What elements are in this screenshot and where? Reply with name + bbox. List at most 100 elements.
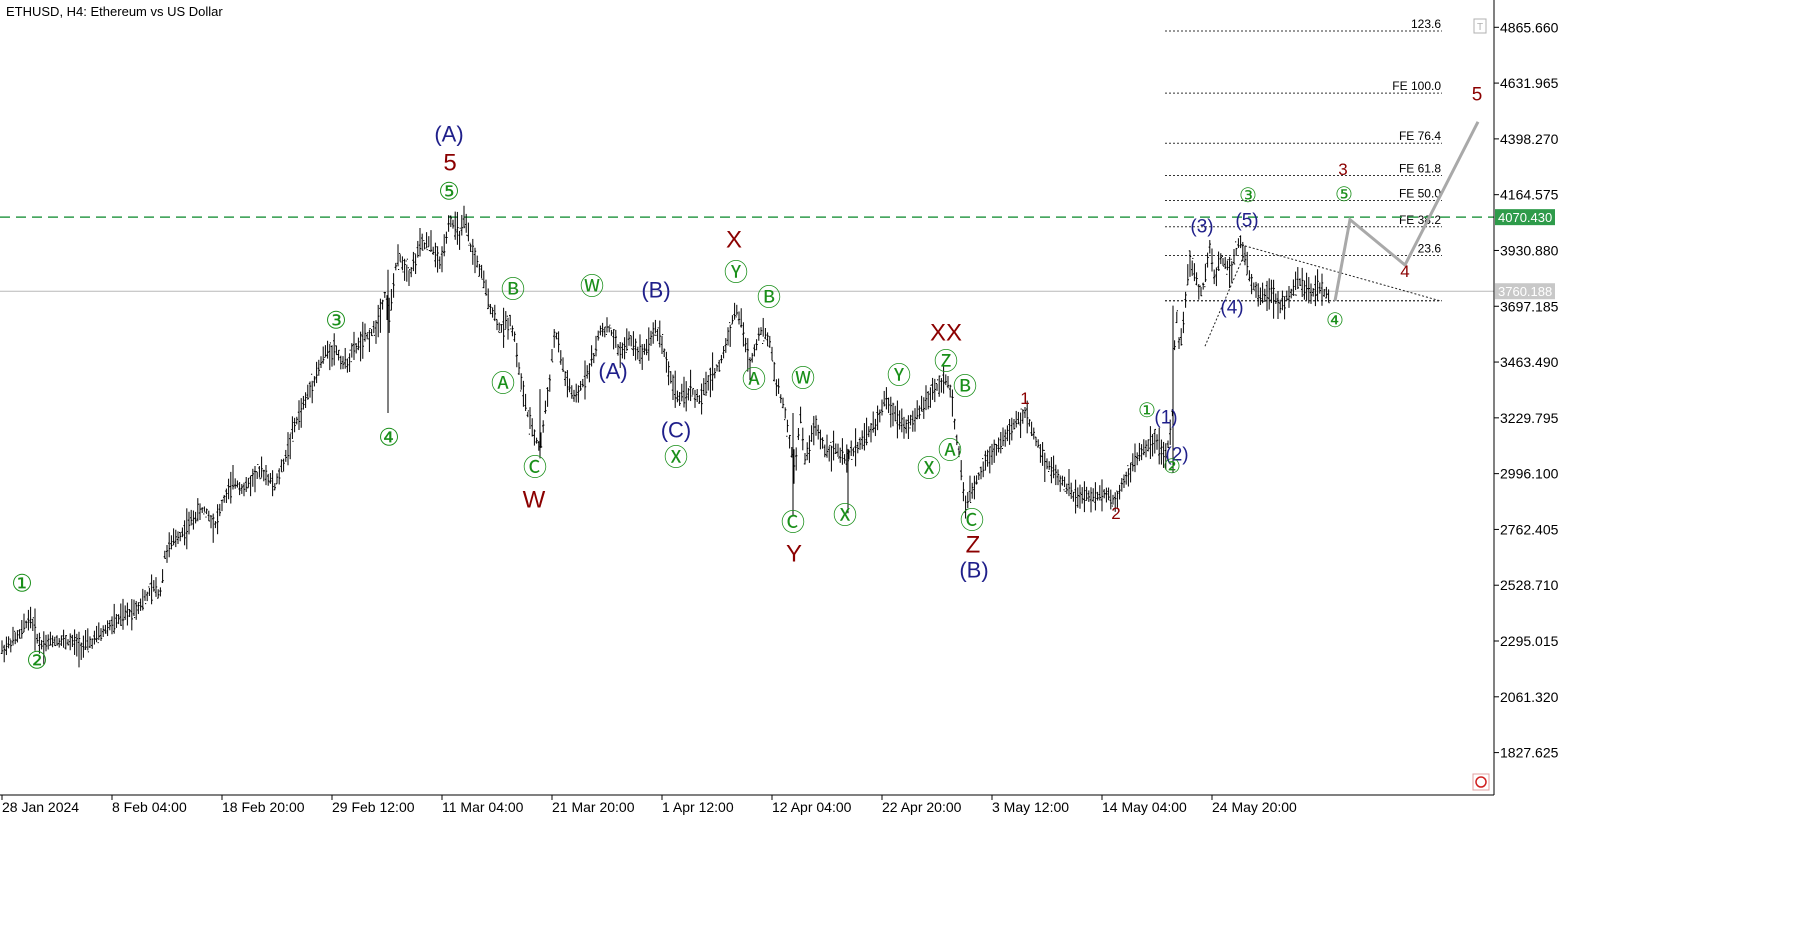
price-bar [880, 399, 884, 416]
price-bar [636, 346, 639, 360]
price-bar [665, 351, 668, 373]
x-tick-label: 21 Mar 20:00 [552, 799, 635, 815]
price-bar [1290, 288, 1293, 299]
price-bar [722, 346, 725, 359]
price-bar [995, 443, 998, 456]
price-bar [88, 636, 92, 648]
price-bar [933, 378, 936, 403]
price-bar [1129, 462, 1132, 483]
wave-label: (B) [959, 558, 988, 583]
close-marker-icon[interactable] [1472, 773, 1490, 791]
price-bar [1235, 241, 1238, 256]
price-bar [36, 633, 39, 644]
price-bar [1259, 287, 1262, 305]
price-bar [115, 613, 118, 628]
horizontal-levels [0, 216, 1494, 292]
price-bar [359, 331, 362, 362]
price-bar [410, 266, 413, 278]
wave-label: Ⓦ [791, 365, 815, 392]
price-bar [762, 317, 765, 345]
trend-line [1244, 245, 1441, 302]
price-bar [777, 378, 780, 394]
price-bar [757, 327, 760, 341]
price-bar [1030, 421, 1033, 437]
price-bar [1173, 340, 1176, 351]
price-bar [735, 304, 738, 318]
price-bar [216, 504, 219, 535]
price-bar [720, 354, 723, 364]
trend-line [1204, 252, 1246, 347]
price-bar [1056, 469, 1060, 486]
price-bar [817, 424, 820, 440]
price-bar [1298, 278, 1302, 286]
price-bar [361, 321, 364, 359]
price-bar [784, 407, 787, 421]
price-bar [313, 376, 316, 387]
y-tick-label: 3697.185 [1500, 298, 1559, 314]
x-tick-label: 1 Apr 12:00 [662, 799, 734, 815]
price-bar [1177, 337, 1181, 349]
price-bar [788, 434, 791, 449]
y-tick-label: 1827.625 [1500, 745, 1559, 761]
price-bar [918, 405, 921, 419]
price-bar [416, 240, 419, 258]
price-bar [1301, 267, 1304, 298]
price-bar [80, 642, 83, 660]
y-tick-label: 2996.100 [1500, 466, 1559, 482]
price-bar [1281, 290, 1284, 311]
price-bar [561, 357, 565, 372]
price-bar [1045, 458, 1049, 470]
price-bar [737, 311, 741, 325]
price-bar [330, 345, 334, 367]
price-bar [1268, 278, 1271, 310]
price-bar [579, 380, 582, 391]
price-bar [1206, 252, 1209, 268]
price-bar [658, 320, 661, 348]
wave-label: (1) [1154, 408, 1177, 429]
wave-label: 2 [1111, 504, 1120, 523]
price-bar [121, 598, 125, 630]
price-bar [718, 359, 721, 372]
price-bar [73, 629, 76, 655]
x-tick-label: 22 Apr 20:00 [882, 799, 962, 815]
price-bar [1138, 442, 1141, 462]
price-bar [181, 527, 184, 538]
price-bar [471, 238, 474, 265]
price-bar [1252, 282, 1255, 291]
price-bar [165, 544, 169, 563]
price-bar [808, 435, 811, 463]
price-bar [597, 330, 600, 341]
price-bar [38, 632, 41, 654]
price-bar [704, 371, 708, 396]
price-bar [1131, 453, 1134, 472]
price-bar [108, 620, 111, 631]
price-bar [814, 415, 818, 436]
price-bar [487, 288, 490, 310]
price-bar [53, 636, 56, 647]
y-tick-label: 2762.405 [1500, 521, 1559, 537]
price-bar [603, 326, 606, 338]
price-bar [489, 303, 492, 315]
price-bar [1314, 275, 1317, 307]
price-bar [990, 443, 994, 465]
price-bar [1111, 494, 1115, 507]
wave-label: Ⓨ [724, 259, 748, 286]
price-bar [909, 414, 912, 429]
fib-levels: 123.6 FE 100.0 FE 76.4 FE 61.8 FE 50.0 FE 38.… [1165, 17, 1442, 302]
price-bar [823, 444, 826, 458]
price-bar [498, 322, 501, 334]
price-bar [878, 409, 881, 423]
price-bar [874, 418, 877, 437]
price-bar [308, 381, 312, 398]
price-bar [522, 380, 525, 407]
price-bar [1006, 425, 1009, 442]
price-bar [1287, 286, 1291, 308]
price-bar [559, 350, 562, 365]
price-bar [159, 587, 162, 597]
price-bar [407, 267, 411, 286]
price-bar [625, 328, 628, 353]
y-tick-label: 2528.710 [1500, 577, 1559, 593]
y-tick-label: 3930.880 [1500, 242, 1559, 258]
text-tool-icon[interactable] [1473, 18, 1487, 34]
